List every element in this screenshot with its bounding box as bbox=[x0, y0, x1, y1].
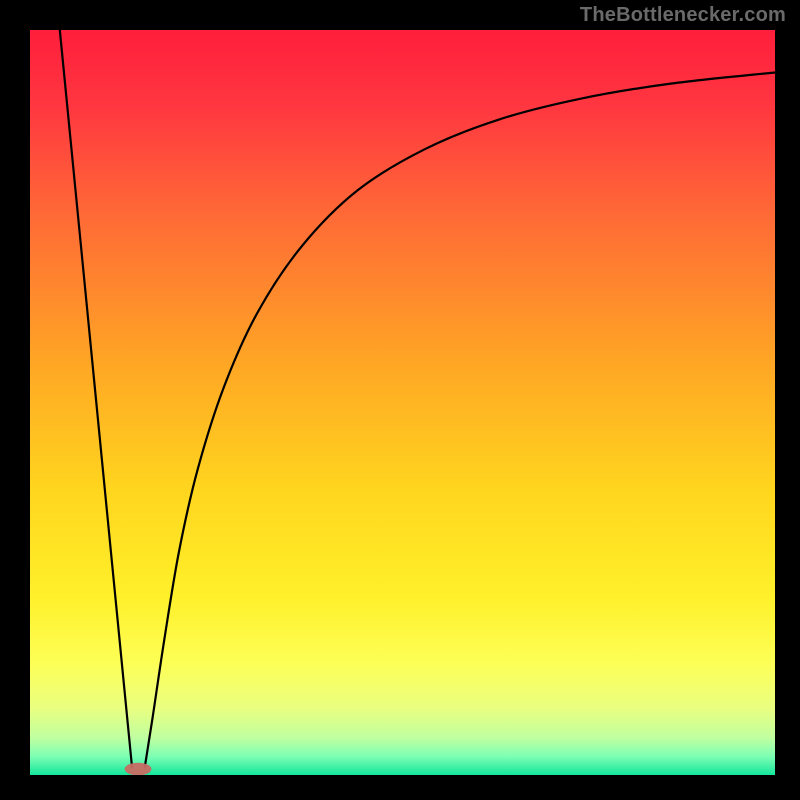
bottleneck-curve bbox=[30, 30, 775, 775]
optimal-point-marker bbox=[125, 763, 152, 775]
watermark-text: TheBottlenecker.com bbox=[580, 4, 786, 27]
curve-left-branch bbox=[60, 30, 132, 768]
plot-area bbox=[30, 30, 775, 775]
chart-container: { "watermark": { "text": "TheBottlenecke… bbox=[0, 0, 800, 800]
curve-right-branch bbox=[145, 72, 775, 767]
